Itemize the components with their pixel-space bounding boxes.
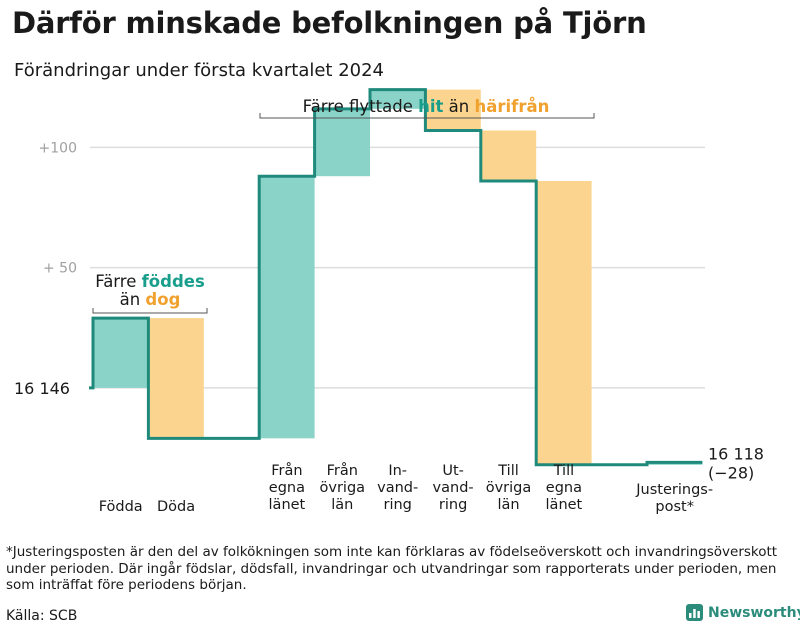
- moves-bracket: [259, 113, 595, 119]
- x-category-label: In-: [388, 463, 407, 479]
- annotation-teal-text: hit: [418, 97, 443, 116]
- annotation-orange-text: härifrån: [474, 97, 549, 116]
- waterfall-bar: [370, 89, 426, 109]
- waterfall-bar: [314, 108, 370, 177]
- annotation-text: Färre: [95, 272, 141, 291]
- x-category-label: Justerings-: [635, 482, 713, 498]
- x-category-label: ring: [384, 497, 412, 513]
- x-category-label: post*: [655, 499, 694, 515]
- waterfall-bar: [536, 181, 592, 465]
- running-total-line: [89, 88, 703, 467]
- x-category-label: vand-: [377, 480, 418, 496]
- waterfall-bar: [480, 130, 537, 182]
- annotation-orange-text: dog: [145, 290, 180, 309]
- waterfall-bar: [148, 318, 204, 439]
- births-bracket: [92, 308, 208, 314]
- x-category-label: Ut-: [442, 463, 464, 479]
- start-value-label: 16 146: [14, 379, 70, 398]
- waterfall-step-line: [89, 88, 703, 467]
- x-category-label: Till: [497, 463, 519, 479]
- x-category-label: vand-: [433, 480, 474, 496]
- x-category-label: län: [497, 497, 519, 513]
- bars: [93, 89, 703, 465]
- footnote: *Justeringsposten är den del av folkökni…: [6, 544, 778, 593]
- x-category-label: Döda: [157, 499, 195, 515]
- x-category-label: ring: [439, 497, 467, 513]
- births-annotation-line2: än dog: [120, 290, 181, 309]
- x-category-label: egna: [546, 480, 582, 496]
- annotation-text: än: [120, 290, 146, 309]
- x-category-label: övriga: [486, 480, 532, 496]
- source-label: Källa: SCB: [6, 608, 78, 624]
- annotation-teal-text: föddes: [142, 272, 205, 291]
- x-category-label: Till: [553, 463, 575, 479]
- bar-chart-icon: [686, 604, 703, 621]
- x-category-label: Från: [327, 462, 358, 479]
- x-category-label: län: [331, 497, 353, 513]
- x-category-label: övriga: [320, 480, 366, 496]
- end-value-label: 16 118: [708, 444, 764, 463]
- waterfall-bar: [425, 89, 481, 131]
- waterfall-bar: [259, 176, 315, 439]
- brand-name: Newsworthy: [708, 604, 800, 621]
- x-category-label: länet: [546, 497, 583, 513]
- x-category-label: Födda: [99, 499, 143, 515]
- brand-logo: Newsworthy: [686, 604, 800, 621]
- x-category-label: egna: [269, 480, 305, 496]
- y-tick-label: +100: [39, 140, 77, 156]
- y-tick-label: + 50: [43, 261, 77, 277]
- waterfall-bar: [93, 318, 149, 388]
- x-category-label: länet: [269, 497, 306, 513]
- chart-title: Därför minskade befolkningen på Tjörn: [12, 6, 647, 40]
- births-annotation-line1: Färre föddes: [95, 272, 205, 291]
- x-category-label: Från: [271, 462, 302, 479]
- annotation-text: än: [443, 97, 474, 116]
- moves-annotation: Färre flyttade hit än härifrån: [303, 97, 550, 116]
- end-change-label: (−28): [708, 463, 754, 482]
- chart-subtitle: Förändringar under första kvartalet 2024: [14, 60, 385, 81]
- annotation-text: Färre flyttade: [303, 97, 418, 116]
